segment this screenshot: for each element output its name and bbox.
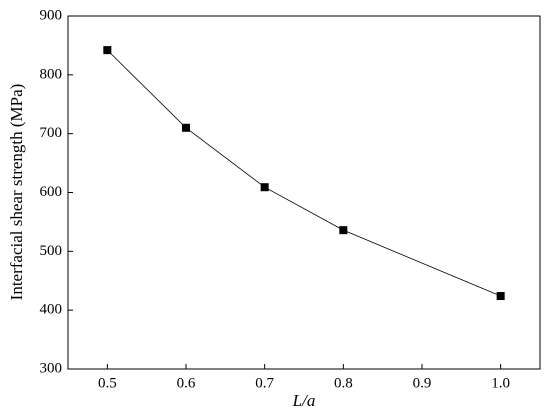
series-line — [107, 49, 501, 297]
y-tick-label: 300 — [40, 360, 63, 376]
y-axis-title: Interfacial shear strength (MPa) — [7, 84, 26, 301]
marker — [260, 183, 269, 192]
marker — [496, 292, 505, 301]
y-tick-label: 500 — [40, 243, 63, 259]
y-tick-label: 900 — [40, 7, 63, 23]
x-axis-title: L/a — [292, 391, 316, 410]
x-tick-label: 1.0 — [491, 375, 510, 391]
y-tick-label: 800 — [40, 66, 63, 82]
x-tick-label: 0.6 — [177, 375, 196, 391]
x-tick-label: 0.7 — [255, 375, 274, 391]
x-tick-label: 0.9 — [413, 375, 432, 391]
y-tick-label: 700 — [40, 125, 63, 141]
marker — [339, 226, 348, 235]
x-tick-label: 0.5 — [98, 375, 117, 391]
x-tick-label: 0.8 — [334, 375, 353, 391]
plot-frame — [67, 15, 541, 370]
y-tick-label: 400 — [40, 302, 63, 318]
marker — [182, 123, 190, 132]
marker — [103, 46, 112, 55]
y-tick-label: 600 — [40, 184, 63, 200]
